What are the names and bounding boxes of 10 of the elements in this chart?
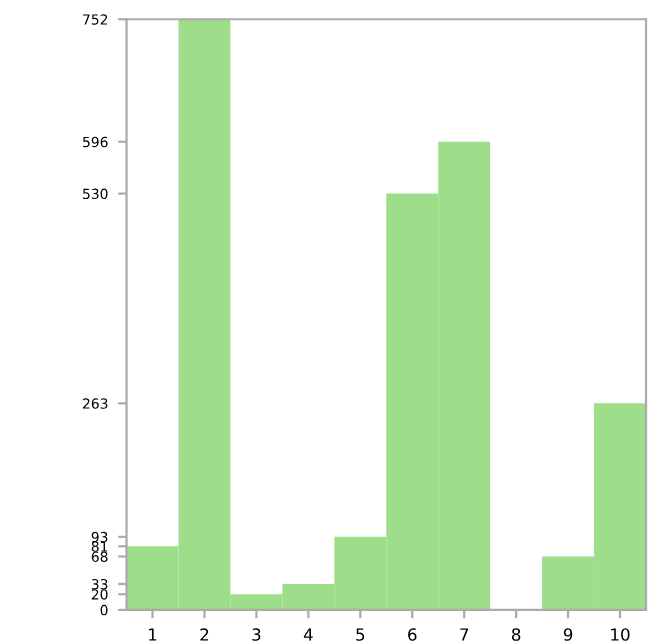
x-tick-label: 9 — [563, 628, 573, 641]
x-tick-label: 8 — [511, 628, 521, 641]
x-tick-label: 4 — [303, 628, 313, 641]
x-tick-label: 10 — [611, 628, 630, 641]
x-tick-label: 5 — [356, 628, 365, 641]
x-tick-label: 1 — [149, 628, 157, 641]
x-tick-label: 2 — [200, 628, 209, 641]
x-tick-label: 6 — [408, 628, 417, 641]
x-tick-label: 7 — [460, 628, 469, 641]
x-tick-label: 3 — [252, 628, 261, 641]
